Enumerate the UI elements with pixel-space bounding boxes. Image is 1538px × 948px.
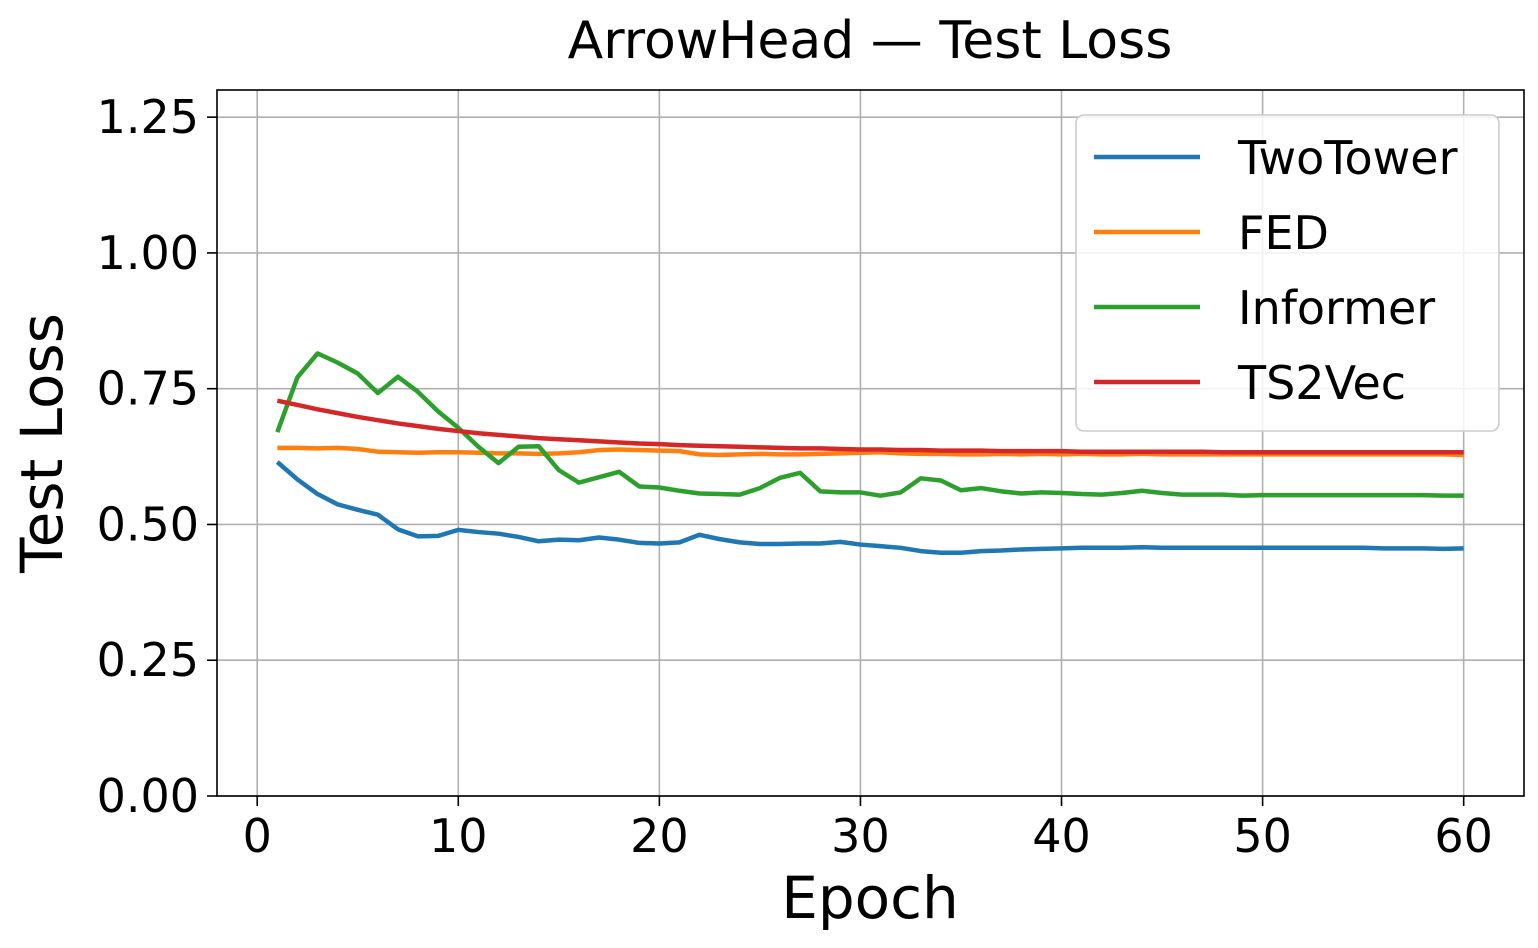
legend-label-twotower: TwoTower <box>1237 131 1458 185</box>
series-line-twotower <box>275 460 1464 555</box>
x-tick-label: 30 <box>831 809 890 863</box>
x-tick-label: 0 <box>243 809 272 863</box>
legend-label-informer: Informer <box>1238 281 1435 335</box>
legend-box <box>1075 114 1500 432</box>
x-tick-label: 40 <box>1032 809 1091 863</box>
chart-title: ArrowHead — Test Loss <box>568 11 1173 71</box>
y-tick-label: 0.00 <box>97 769 199 823</box>
x-tick-label: 10 <box>429 809 488 863</box>
y-axis-title: Test Loss <box>8 313 76 574</box>
series-line-informer <box>275 351 1464 498</box>
x-tick-label: 60 <box>1434 809 1493 863</box>
y-tick-label: 0.50 <box>97 497 199 551</box>
axis-ticks: 0 10 20 30 40 50 60 0.00 0.25 0.50 0.75 1.00 1.25 <box>97 90 1493 863</box>
series-line-ts2vec <box>276 398 1464 455</box>
x-tick-label: 20 <box>630 809 689 863</box>
x-tick-label: 50 <box>1233 809 1292 863</box>
y-tick-label: 1.25 <box>97 90 199 144</box>
legend: TwoTower FED Informer TS2Vec <box>1075 114 1500 432</box>
x-axis-title: Epoch <box>781 864 959 932</box>
series-lines <box>275 351 1464 555</box>
plot-frame <box>216 89 1525 797</box>
y-tick-label: 0.25 <box>97 633 199 687</box>
y-tick-label: 0.75 <box>97 362 199 416</box>
legend-label-fed: FED <box>1238 206 1329 260</box>
legend-label-ts2vec: TS2Vec <box>1237 356 1406 410</box>
y-tick-label: 1.00 <box>97 226 199 280</box>
